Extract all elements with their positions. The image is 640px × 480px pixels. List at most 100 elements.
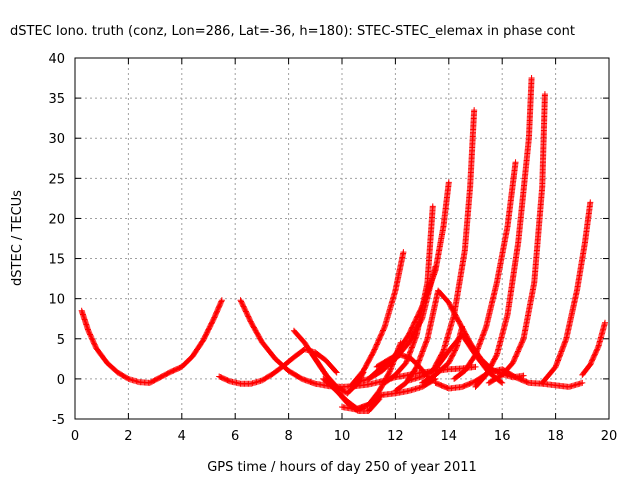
data-point (376, 335, 383, 342)
y-tick-label: 30 (48, 132, 65, 147)
data-point (517, 343, 524, 350)
data-point (87, 332, 94, 339)
x-tick-label: 14 (441, 429, 458, 444)
data-point (518, 339, 525, 346)
data-point (511, 356, 518, 363)
data-point (87, 331, 94, 338)
data-point (589, 356, 596, 363)
data-series (78, 297, 225, 386)
data-point (333, 369, 340, 376)
tick-labels: 0 2 4 6 8 10 12 14 16 18 20 -5 0 5 10 15 20 25 30 35 40 (48, 52, 617, 444)
data-point (588, 358, 595, 365)
data-point (332, 368, 339, 375)
data-point (380, 326, 387, 333)
data-point (513, 350, 520, 357)
y-tick-label: 10 (48, 293, 65, 308)
x-tick-label: 10 (334, 429, 351, 444)
data-point (528, 75, 535, 82)
data-point (511, 357, 518, 364)
data-series (381, 203, 436, 386)
data-point (514, 348, 521, 355)
y-tick-label: 40 (48, 52, 65, 67)
data-point (89, 336, 96, 343)
data-series (451, 159, 519, 382)
y-tick-label: 15 (48, 253, 65, 268)
data-point (594, 346, 601, 353)
data-point (85, 329, 92, 336)
data-point (225, 377, 232, 384)
data-point (519, 337, 526, 344)
data-point (515, 347, 522, 354)
data-point (379, 328, 386, 335)
data-point (593, 347, 600, 354)
data-point (594, 345, 601, 352)
data-point (601, 319, 608, 326)
data-series (485, 91, 548, 386)
data-point (218, 298, 225, 305)
data-point (516, 345, 523, 352)
data-series (579, 319, 608, 378)
data-point (429, 203, 436, 210)
data-point (124, 375, 131, 382)
data-point (471, 107, 478, 114)
grid (75, 58, 609, 419)
data-point (89, 337, 96, 344)
x-tick-label: 8 (284, 429, 292, 444)
data-series (419, 323, 466, 386)
data-point (88, 334, 95, 341)
y-tick-label: 5 (57, 333, 65, 348)
data-point (453, 345, 460, 352)
data-point (92, 342, 99, 349)
data-point (589, 357, 596, 364)
data-point (85, 327, 92, 334)
data-point (513, 352, 520, 359)
data-point (592, 350, 599, 357)
data-point (372, 344, 379, 351)
data-point (91, 341, 98, 348)
x-tick-label: 0 (71, 429, 79, 444)
data-point (493, 353, 500, 360)
data-point (374, 340, 381, 347)
data-series (472, 75, 535, 390)
data-point (381, 325, 388, 332)
x-tick-label: 18 (547, 429, 564, 444)
x-tick-label: 16 (494, 429, 511, 444)
data-series (347, 249, 407, 390)
y-tick-label: 20 (48, 212, 65, 227)
x-tick-label: 20 (601, 429, 618, 444)
chart-title: dSTEC Iono. truth (conz, Lon=286, Lat=-3… (10, 24, 575, 39)
data-point (372, 345, 379, 352)
data-series (216, 346, 340, 387)
data-point (519, 338, 526, 345)
data-point (445, 179, 452, 186)
data-point (518, 340, 525, 347)
data-point (373, 341, 380, 348)
data-point (587, 360, 594, 367)
data-point (593, 348, 600, 355)
data-point (374, 338, 381, 345)
x-axis-title: GPS time / hours of day 250 of year 2011 (207, 460, 477, 475)
x-tick-label: 12 (387, 429, 404, 444)
y-tick-label: 25 (48, 172, 65, 187)
data-point (377, 332, 384, 339)
data-point (579, 379, 586, 386)
data-point (587, 199, 594, 206)
data-point (439, 348, 446, 355)
y-tick-label: -5 (52, 413, 65, 428)
data-point (371, 347, 378, 354)
data-point (514, 349, 521, 356)
data-point (520, 372, 527, 379)
data-point (90, 339, 97, 346)
x-tick-label: 4 (178, 429, 186, 444)
data-point (591, 352, 598, 359)
y-tick-label: 0 (57, 373, 65, 388)
data-point (375, 337, 382, 344)
data-point (512, 159, 519, 166)
data-point (218, 297, 225, 304)
data-point (516, 344, 523, 351)
plot-markers (78, 75, 608, 414)
data-point (509, 359, 516, 366)
data-series (429, 107, 478, 374)
data-point (377, 333, 384, 340)
